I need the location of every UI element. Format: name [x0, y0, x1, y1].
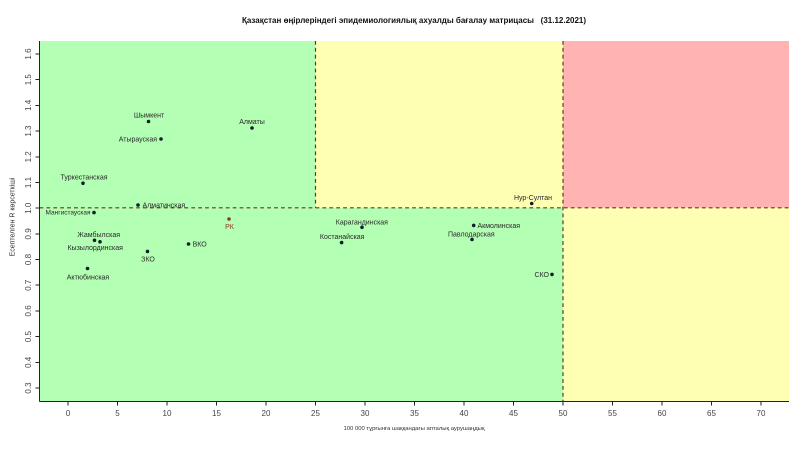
svg-text:Қазақстан өңірлеріндегі эпидем: Қазақстан өңірлеріндегі эпидемиологиялық… [242, 16, 586, 25]
svg-text:60: 60 [658, 409, 667, 418]
svg-text:5: 5 [115, 409, 120, 418]
svg-text:0.3: 0.3 [24, 382, 33, 394]
svg-text:0.8: 0.8 [24, 253, 33, 265]
svg-text:Атырауская: Атырауская [119, 137, 157, 144]
svg-text:25: 25 [311, 409, 320, 418]
svg-text:Жамбылская: Жамбылская [77, 231, 120, 239]
svg-text:Актюбинская: Актюбинская [67, 273, 110, 281]
svg-text:Шымкент: Шымкент [134, 113, 165, 120]
svg-text:Карагандинская: Карагандинская [336, 219, 388, 226]
svg-text:Алматы: Алматы [239, 119, 265, 126]
svg-text:ЗКО: ЗКО [141, 257, 155, 264]
svg-text:100 000 тұрғынға шаққандағы ап: 100 000 тұрғынға шаққандағы апталық ауру… [344, 426, 485, 432]
svg-text:1.1: 1.1 [24, 176, 33, 188]
svg-text:0.5: 0.5 [24, 330, 33, 342]
svg-text:Туркестанская: Туркестанская [60, 175, 107, 182]
svg-text:15: 15 [212, 409, 221, 418]
svg-text:0.7: 0.7 [24, 279, 33, 291]
svg-text:0.6: 0.6 [24, 305, 33, 317]
svg-text:0: 0 [66, 409, 71, 418]
svg-text:35: 35 [410, 409, 419, 418]
svg-text:1.2: 1.2 [24, 151, 33, 163]
svg-text:1.3: 1.3 [24, 125, 33, 137]
svg-text:65: 65 [707, 409, 716, 418]
svg-text:1.5: 1.5 [24, 74, 33, 86]
svg-text:СКО: СКО [535, 272, 550, 279]
svg-text:Нур-Султан: Нур-Султан [514, 195, 552, 202]
svg-text:Кызылординская: Кызылординская [67, 245, 123, 252]
svg-text:10: 10 [163, 409, 172, 418]
svg-text:Акмолинская: Акмолинская [478, 223, 521, 230]
svg-text:ВКО: ВКО [193, 241, 208, 248]
svg-text:Костанайская: Костанайская [320, 233, 365, 241]
svg-text:50: 50 [559, 409, 568, 418]
svg-text:30: 30 [361, 409, 370, 418]
svg-text:0.4: 0.4 [24, 356, 33, 368]
svg-text:0.9: 0.9 [24, 228, 33, 240]
svg-text:20: 20 [262, 409, 271, 418]
svg-text:1.4: 1.4 [24, 99, 33, 111]
svg-text:45: 45 [509, 409, 518, 418]
svg-text:Павлодарская: Павлодарская [448, 232, 495, 239]
svg-text:1.0: 1.0 [24, 202, 33, 214]
svg-text:40: 40 [460, 409, 469, 418]
svg-text:Мангистауская: Мангистауская [46, 209, 91, 216]
svg-text:РК: РК [225, 224, 235, 231]
svg-text:Алматинская: Алматинская [143, 202, 186, 209]
svg-text:1.6: 1.6 [24, 48, 33, 60]
svg-text:Есептелген R көрсеткіші: Есептелген R көрсеткіші [9, 177, 17, 256]
svg-text:55: 55 [608, 409, 617, 418]
svg-text:70: 70 [757, 409, 766, 418]
